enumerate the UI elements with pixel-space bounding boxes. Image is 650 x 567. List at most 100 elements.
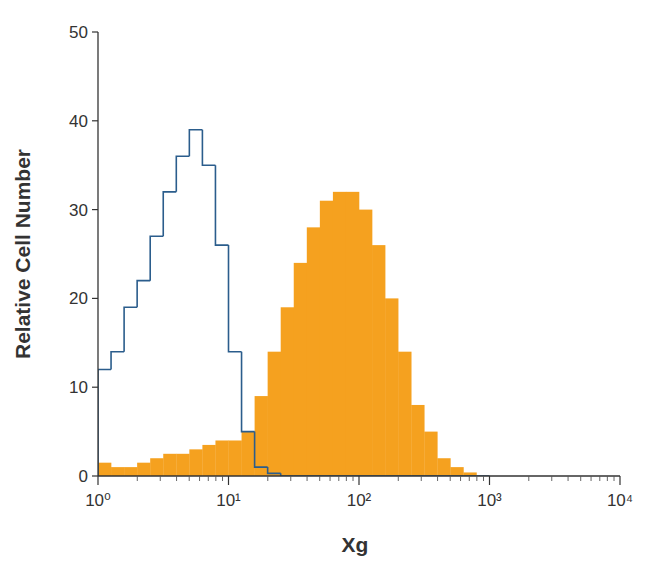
x-minor-tick [330,476,331,481]
x-minor-tick [450,476,451,481]
x-minor-tick [215,476,216,481]
x-minor-tick [437,476,438,481]
histogram-bar [307,227,320,476]
x-tick [619,476,620,485]
y-tick-label: 0 [79,467,88,486]
histogram-step [268,467,281,473]
histogram-step [229,245,242,352]
histogram-bar [437,458,450,476]
histogram-step [98,369,111,476]
histogram-bar [450,467,463,476]
x-minor-tick [591,476,592,481]
histogram-step [202,130,215,166]
y-axis-title: Relative Cell Number [11,149,34,359]
histogram-bar [98,463,111,476]
chart-container: 0 10 20 30 40 50 10⁰ 10¹ 10² 10³ 10⁴ Xg Relative Cel… [0,0,650,567]
x-minor-tick [421,476,422,481]
histogram-bar [372,245,385,476]
histogram-step [137,281,150,308]
histogram-bar [150,458,163,476]
histogram-bar [294,263,307,476]
x-tick-label: 10⁴ [607,491,633,510]
histogram-bar [229,440,242,476]
histogram-step [215,165,228,245]
histogram-bar [163,454,176,476]
y-tick [92,387,98,388]
x-minor-tick [476,476,477,481]
x-minor-tick [290,476,291,481]
x-minor-tick [267,476,268,481]
x-minor-tick [599,476,600,481]
x-minor-tick [568,476,569,481]
x-minor-tick [580,476,581,481]
histogram-bar [398,352,411,476]
histogram-bar [111,467,124,476]
x-minor-tick [307,476,308,481]
x-tick [228,476,229,485]
histogram-bar [385,298,398,476]
histogram-step [150,236,163,280]
y-axis-line [97,32,98,476]
x-tick [489,476,490,485]
histogram-step [111,352,124,370]
x-tick-label: 10² [347,491,372,510]
y-tick-label: 50 [69,23,88,42]
y-tick [92,475,98,476]
histogram-bar [242,432,255,476]
x-tick-label: 10³ [477,491,502,510]
histogram-bar [359,210,372,476]
axes: 0 10 20 30 40 50 10⁰ 10¹ 10² 10³ 10⁴ [69,23,633,510]
x-tick [97,476,98,485]
x-minor-tick [607,476,608,481]
y-tick-label: 30 [69,201,88,220]
histogram-step [124,307,137,351]
x-minor-tick [398,476,399,481]
histogram-bar [281,307,294,476]
x-axis-title: Xg [342,533,369,556]
x-minor-tick [346,476,347,481]
histogram-step [163,192,176,236]
x-minor-tick [483,476,484,481]
chart-svg: 0 10 20 30 40 50 10⁰ 10¹ 10² 10³ 10⁴ Xg Relative Cel… [0,0,650,567]
histogram-step [189,130,202,157]
y-tick-label: 10 [69,378,88,397]
histogram-bar [215,440,228,476]
histogram-bar [124,467,137,476]
x-minor-tick [528,476,529,481]
histogram-bar [202,445,215,476]
histogram-bar [320,201,333,476]
y-tick [92,31,98,32]
x-minor-tick [353,476,354,481]
histogram-bar [268,352,281,476]
x-minor-tick [137,476,138,481]
series [98,192,477,476]
y-tick [92,209,98,210]
x-minor-tick [460,476,461,481]
x-minor-tick [189,476,190,481]
histogram-step [255,432,268,468]
histogram-step [242,352,255,432]
x-minor-tick [176,476,177,481]
histogram-bar [346,192,359,476]
x-tick [358,476,359,485]
x-minor-tick [551,476,552,481]
y-tick-label: 20 [69,289,88,308]
histogram-bar [255,396,268,476]
x-minor-tick [338,476,339,481]
x-minor-tick [199,476,200,481]
series [98,130,490,476]
x-minor-tick [208,476,209,481]
x-tick-label: 10¹ [216,491,241,510]
histogram-bar [411,405,424,476]
histogram-step [176,156,189,192]
y-tick [92,298,98,299]
histogram-bar [424,432,437,476]
x-minor-tick [222,476,223,481]
x-tick-label: 10⁰ [85,491,111,510]
plot-area [98,130,490,476]
histogram-bar [189,449,202,476]
y-tick-label: 40 [69,112,88,131]
histogram-bar [137,463,150,476]
histogram-bar [333,192,346,476]
x-minor-tick [614,476,615,481]
